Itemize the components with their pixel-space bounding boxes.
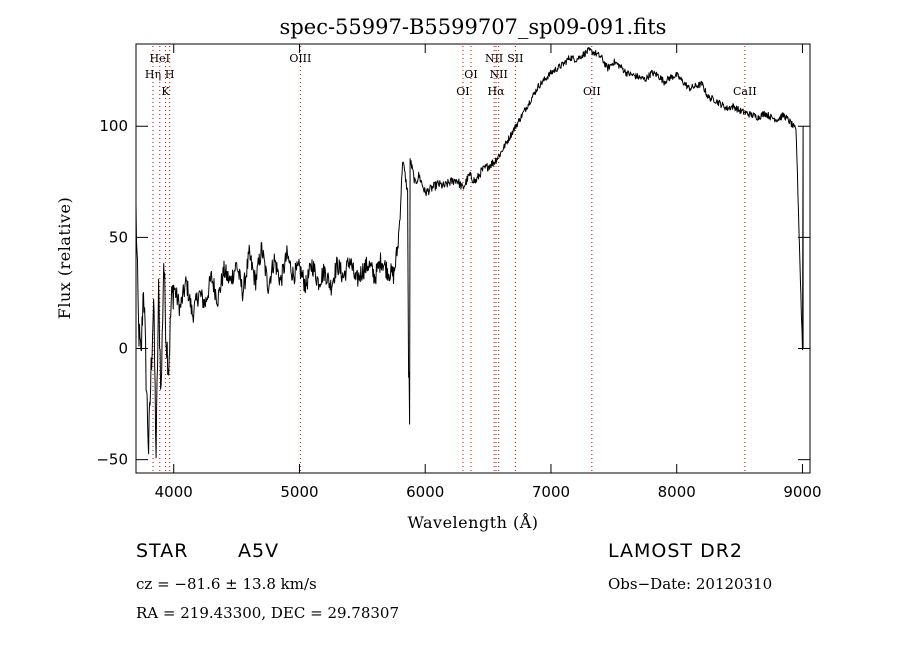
- y-tick-label: 50: [109, 228, 128, 246]
- observation-date: Obs−Date: 20120310: [608, 575, 773, 593]
- y-tick-label: −50: [96, 451, 128, 469]
- y-tick-label: 0: [118, 340, 128, 358]
- spectrum-line: [135, 47, 810, 459]
- spectral-line-label: HeI: [150, 52, 170, 65]
- spectrum-series: [135, 47, 810, 459]
- spectral-subclass: A5V: [238, 540, 280, 562]
- chart-title: spec-55997-B5599707_sp09-091.fits: [280, 15, 667, 39]
- spectral-line-label: NII: [489, 68, 507, 81]
- spectral-line-label: OI: [464, 68, 477, 81]
- x-axis-ticks: 4000 5000 6000 7000 8000 9000: [155, 44, 822, 501]
- x-tick-label: 8000: [658, 483, 696, 501]
- y-axis-label: Flux (relative): [55, 197, 74, 319]
- x-tick-label: 4000: [155, 483, 193, 501]
- x-axis-label: Wavelength (Å): [407, 512, 538, 532]
- plot-frame: [135, 43, 811, 474]
- x-tick-label: 7000: [532, 483, 570, 501]
- x-tick-label: 6000: [406, 483, 444, 501]
- spectral-line-label: SII: [507, 52, 523, 65]
- spectral-line-label: OI: [456, 85, 469, 98]
- survey-name: LAMOST DR2: [608, 540, 743, 562]
- spectral-line-label: H: [165, 68, 175, 81]
- spectral-line-label: OII: [583, 85, 601, 98]
- spectral-line-label: Hα: [487, 85, 505, 98]
- spectral-line-label: Hη: [145, 68, 161, 81]
- redshift-text: cz = −81.6 ± 13.8 km/s: [136, 575, 317, 593]
- x-tick-label: 5000: [280, 483, 318, 501]
- x-tick-label: 9000: [783, 483, 821, 501]
- y-tick-label: 100: [99, 117, 128, 135]
- spectral-line-label: OIII: [289, 52, 311, 65]
- spectral-line-label: K: [161, 85, 170, 98]
- spectral-line-label: NII: [485, 52, 503, 65]
- spectral-line-label: CaII: [733, 85, 757, 98]
- y-axis-ticks: −50 0 50 100: [96, 117, 810, 469]
- object-type: STAR: [136, 540, 189, 562]
- coordinates-text: RA = 219.43300, DEC = 29.78307: [136, 604, 400, 622]
